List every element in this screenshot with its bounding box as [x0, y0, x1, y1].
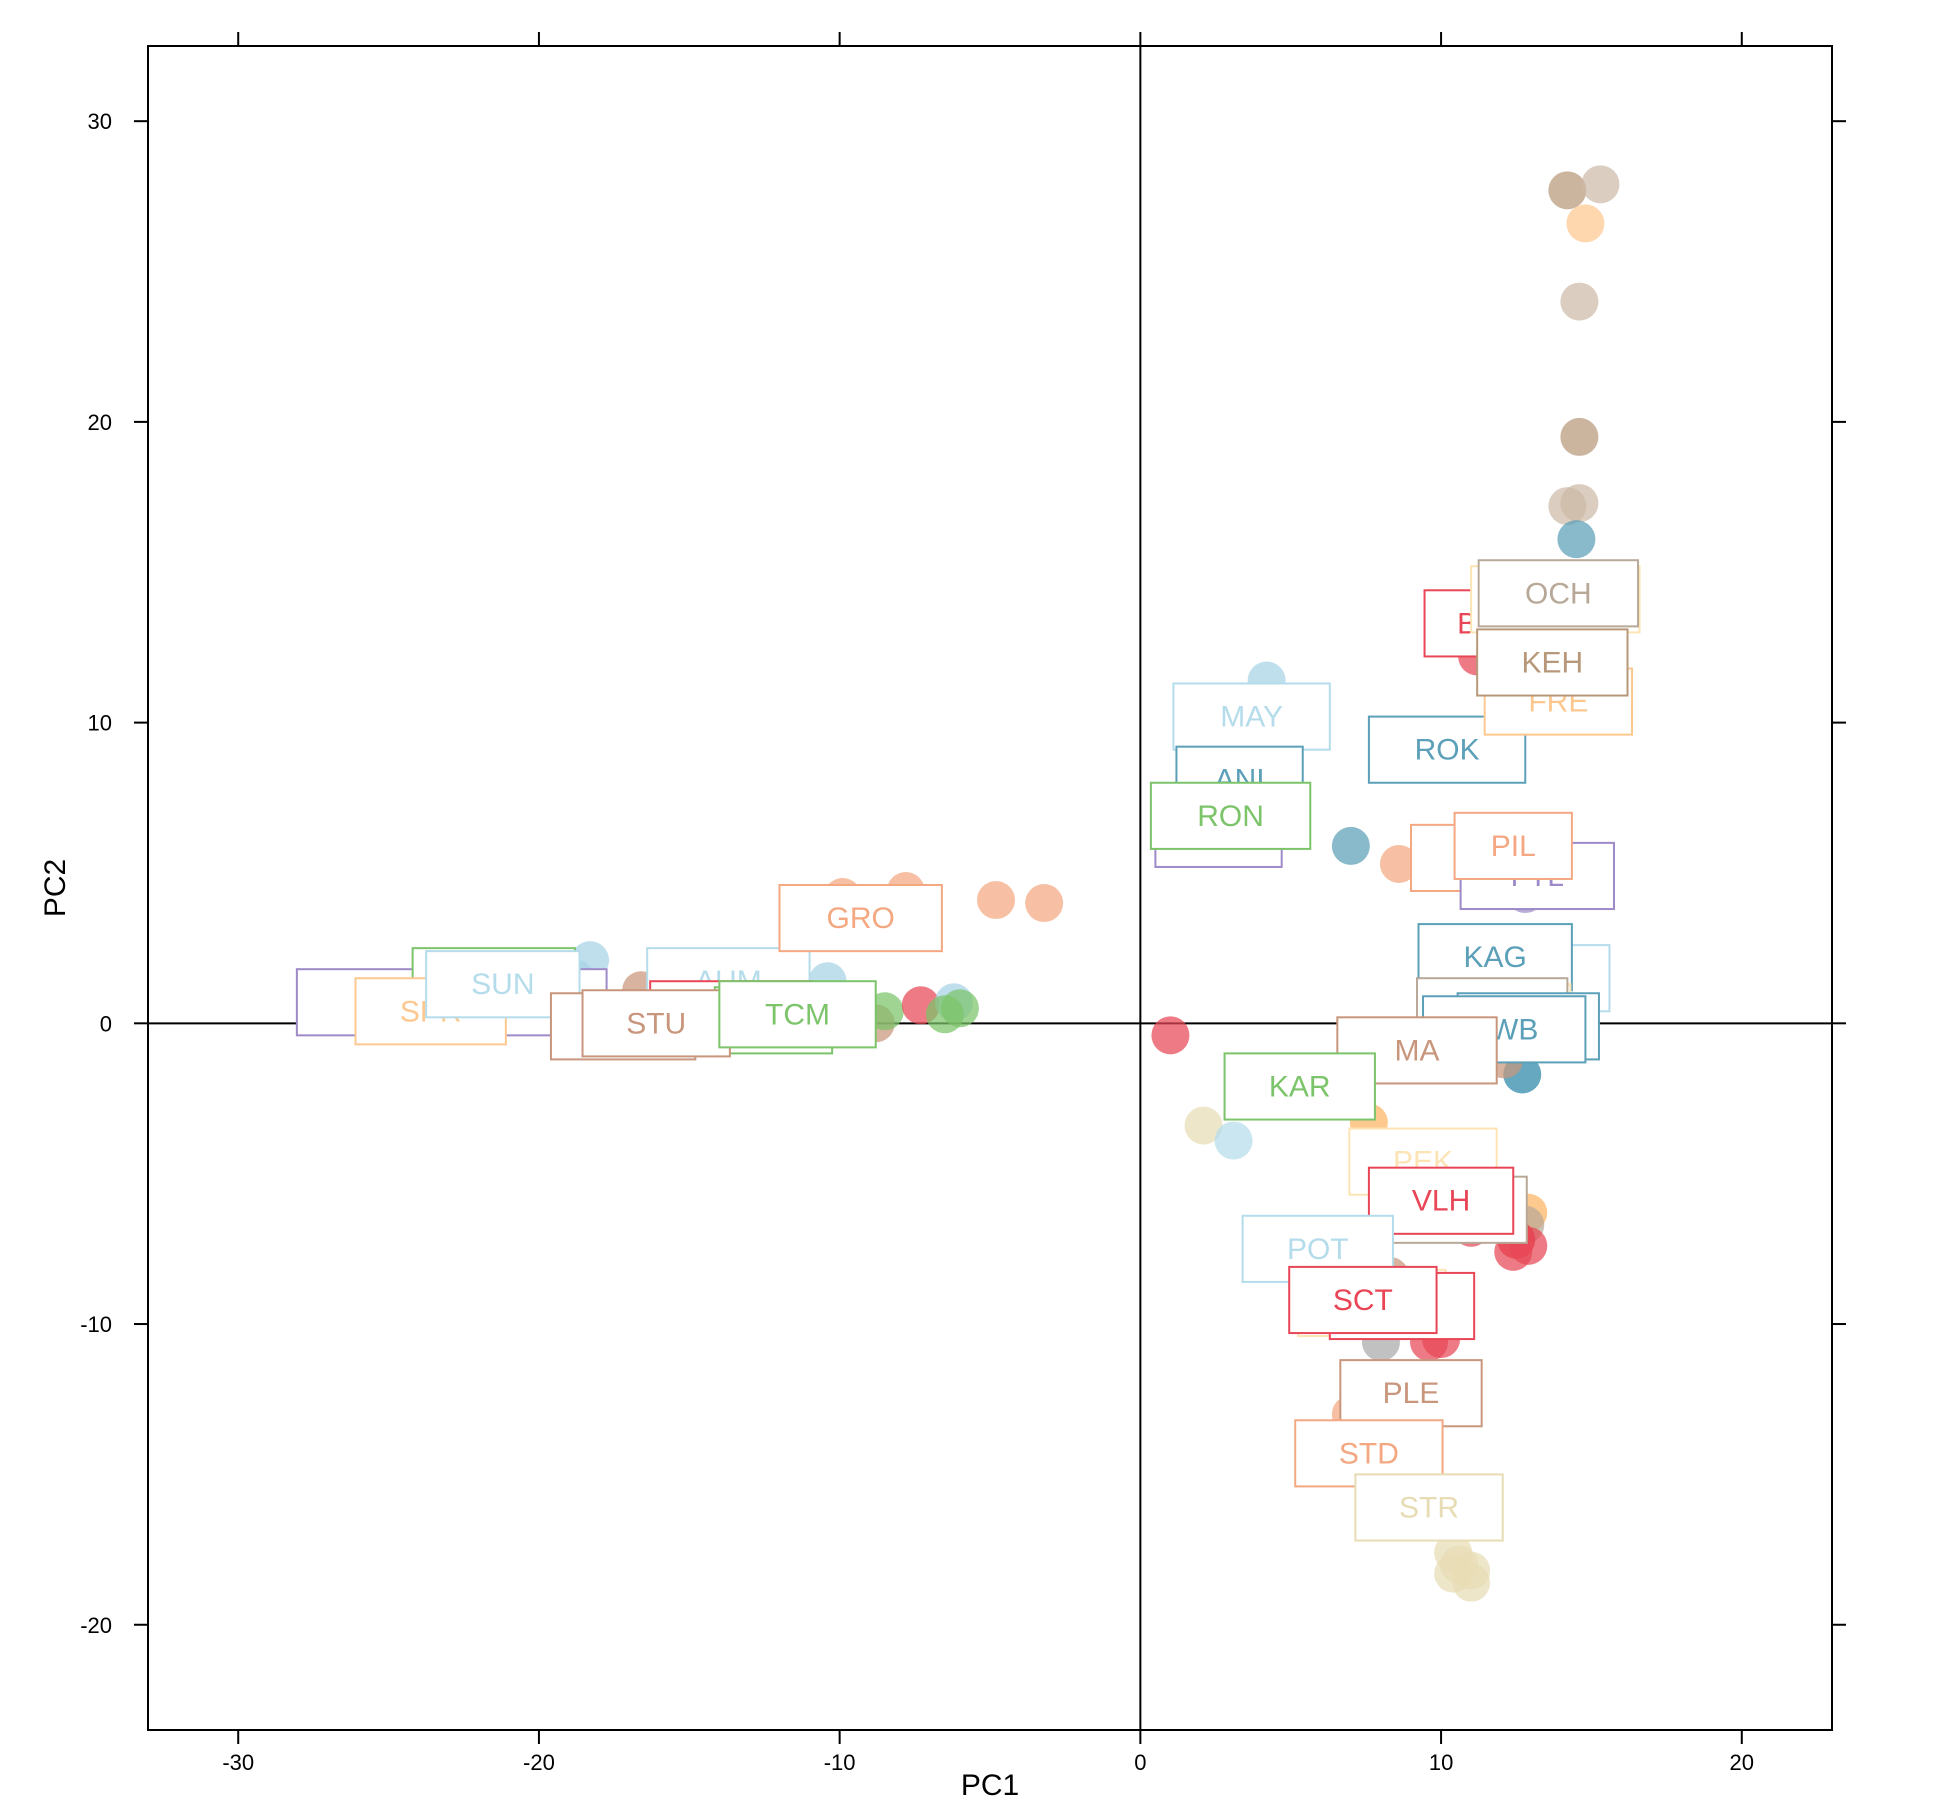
data-point — [1214, 1121, 1253, 1160]
point-label: TCM — [718, 980, 877, 1049]
y-tick-label: 0 — [100, 1011, 112, 1036]
label-box — [1477, 559, 1640, 628]
label-text: RON — [1197, 800, 1264, 833]
point-label: MA — [1336, 1016, 1498, 1085]
data-point — [1560, 282, 1599, 321]
label-text: MAY — [1220, 701, 1283, 734]
data-point — [1331, 826, 1370, 865]
x-tick-label: 20 — [1730, 1750, 1754, 1775]
label-text: GRO — [827, 902, 895, 935]
point-label: KAR — [1223, 1052, 1376, 1121]
label-text: STU — [626, 1007, 686, 1040]
data-point — [1184, 1106, 1223, 1145]
y-axis-title: PC2 — [39, 859, 72, 917]
data-point — [1379, 844, 1418, 883]
y-tick-label: 20 — [88, 410, 112, 435]
label-text: KAR — [1269, 1070, 1331, 1103]
x-tick-label: -20 — [523, 1750, 555, 1775]
point-label: PLE — [1339, 1359, 1483, 1428]
label-box — [1149, 781, 1312, 850]
label-text: MA — [1395, 1034, 1440, 1067]
label-text: SUN — [471, 968, 534, 1001]
plot-frame — [147, 45, 1833, 1731]
data-point — [1557, 520, 1596, 559]
data-point — [1560, 417, 1599, 456]
y-tick-label: 30 — [88, 109, 112, 134]
label-text: ROK — [1415, 734, 1480, 767]
data-point — [940, 989, 979, 1028]
label-text: TCM — [765, 998, 830, 1031]
label-box — [778, 883, 943, 953]
data-point — [1025, 884, 1064, 923]
label-text: KEH — [1521, 646, 1583, 679]
point-label: STR — [1354, 1473, 1504, 1542]
data-point — [1548, 171, 1587, 210]
x-axis-title: PC1 — [961, 1769, 1019, 1800]
data-point — [1151, 1016, 1190, 1055]
point-label: PIL — [1453, 811, 1573, 880]
point-label: GRO — [778, 883, 943, 953]
label-box — [581, 989, 731, 1058]
y-tick-label: -10 — [80, 1312, 112, 1337]
label-text: VLH — [1412, 1185, 1470, 1218]
label-box — [1288, 1265, 1438, 1335]
label-text: KAG — [1464, 941, 1527, 974]
data-point — [977, 881, 1016, 920]
label-box — [1354, 1473, 1504, 1542]
point-label: STU — [581, 989, 731, 1058]
data-point — [1581, 165, 1620, 204]
x-tick-label: 0 — [1134, 1750, 1146, 1775]
point-label: POT — [1241, 1214, 1394, 1283]
point-label: KEH — [1476, 628, 1629, 697]
data-point — [1560, 484, 1599, 523]
label-text: SCT — [1333, 1284, 1393, 1317]
x-tick-label: -30 — [222, 1750, 254, 1775]
label-box — [1223, 1052, 1376, 1121]
point-label: RON — [1149, 781, 1312, 850]
label-text: POT — [1287, 1233, 1349, 1266]
point-labels: SPRSUNAUMSTUTCMGROMAYANIRONROKBAOCHFREKE… — [295, 559, 1641, 1542]
label-box — [1476, 628, 1629, 697]
data-point — [1452, 1563, 1491, 1602]
label-box — [1172, 682, 1331, 751]
point-label: OCH — [1477, 559, 1640, 628]
label-box — [1453, 811, 1573, 880]
label-text: STR — [1399, 1491, 1459, 1524]
data-point — [1566, 204, 1605, 243]
x-tick-label: -10 — [824, 1750, 856, 1775]
axis-ticks: -30 -20 -10 0 10 20 -20 -10 0 10 20 30 — [80, 32, 1846, 1775]
label-text: OCH — [1525, 577, 1592, 610]
label-text: STD — [1339, 1437, 1399, 1470]
label-box — [718, 980, 877, 1049]
point-label: MAY — [1172, 682, 1331, 751]
point-label: SCT — [1288, 1265, 1438, 1335]
x-tick-label: 10 — [1429, 1750, 1453, 1775]
label-text: PLE — [1383, 1377, 1440, 1410]
y-tick-label: -20 — [80, 1613, 112, 1638]
point-label: SUN — [425, 950, 581, 1019]
y-tick-label: 10 — [88, 711, 112, 736]
label-text: PIL — [1491, 830, 1536, 863]
